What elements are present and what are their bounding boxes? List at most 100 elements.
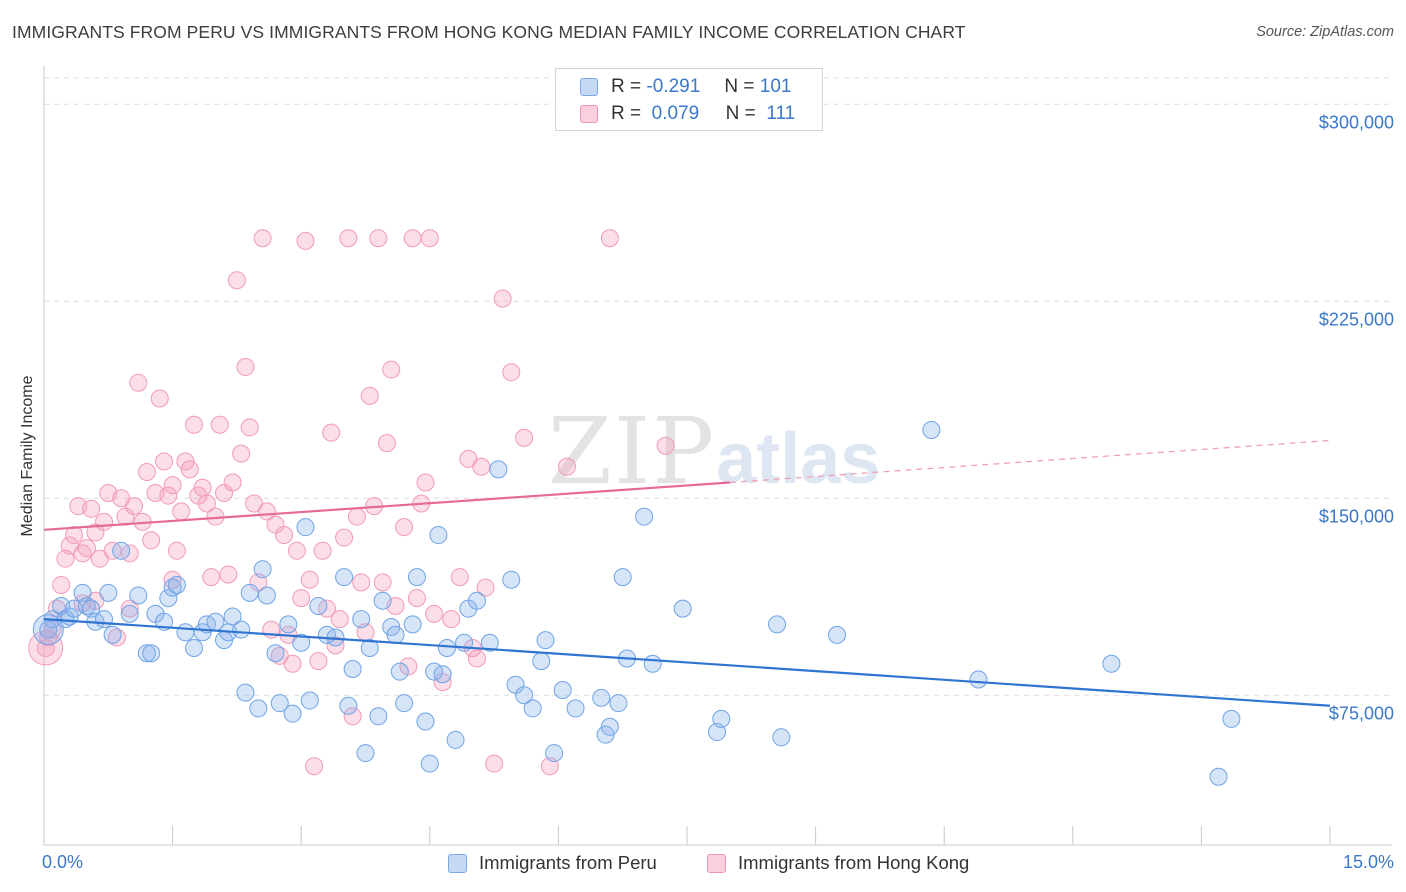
- point-hong-kong: [65, 526, 84, 545]
- point-hong-kong: [283, 654, 302, 673]
- point-hong-kong: [335, 528, 354, 547]
- point-peru: [673, 599, 692, 618]
- point-hong-kong: [163, 476, 182, 495]
- point-peru: [467, 591, 486, 610]
- point-hong-kong: [502, 363, 521, 382]
- point-hong-kong: [300, 570, 319, 589]
- legend-r-label: R =: [611, 76, 642, 97]
- point-peru: [283, 704, 302, 723]
- point-hong-kong: [476, 578, 495, 597]
- point-peru: [545, 744, 564, 763]
- point-hong-kong: [322, 423, 341, 442]
- point-hong-kong: [339, 229, 358, 248]
- axis-layer: [43, 66, 1392, 846]
- point-hong-kong: [467, 649, 486, 668]
- point-peru: [232, 620, 251, 639]
- point-peru: [142, 644, 161, 663]
- trend-line-hong-kong-extension: [729, 439, 1331, 484]
- point-peru: [369, 707, 388, 726]
- point-hong-kong: [142, 531, 161, 550]
- legend-n-value-hong-kong: 111: [766, 103, 796, 124]
- point-peru: [922, 420, 941, 439]
- point-hong-kong: [125, 497, 144, 516]
- point-peru: [223, 607, 242, 626]
- point-peru: [1102, 654, 1121, 673]
- point-peru: [712, 709, 731, 728]
- point-hong-kong: [150, 389, 169, 408]
- point-hong-kong: [159, 486, 178, 505]
- point-peru: [532, 652, 551, 671]
- point-hong-kong: [557, 457, 576, 476]
- point-hong-kong: [305, 757, 324, 776]
- point-peru: [292, 633, 311, 652]
- point-hong-kong: [450, 568, 469, 587]
- point-hong-kong: [210, 415, 229, 434]
- point-peru: [416, 712, 435, 731]
- point-hong-kong: [137, 463, 156, 482]
- point-hong-kong: [287, 541, 306, 560]
- point-peru: [99, 583, 118, 602]
- point-peru: [253, 560, 272, 579]
- point-peru: [635, 507, 654, 526]
- point-peru: [566, 699, 585, 718]
- point-hong-kong: [472, 457, 491, 476]
- y-tick-label: $75,000: [1328, 703, 1394, 724]
- point-peru: [403, 615, 422, 634]
- source-label: Source: ZipAtlas.com: [1256, 24, 1394, 40]
- point-peru: [390, 662, 409, 681]
- point-hong-kong: [227, 271, 246, 290]
- point-peru: [489, 460, 508, 479]
- point-hong-kong: [399, 657, 418, 676]
- y-tick-label: $300,000: [1318, 112, 1394, 133]
- point-hong-kong: [60, 536, 79, 555]
- point-peru: [129, 586, 148, 605]
- series-legend-swatch-hong-kong: [707, 853, 726, 873]
- series-legend-hong-kong[interactable]: Immigrants from Hong Kong: [707, 852, 969, 874]
- x-tick-max: 15.0%: [1342, 852, 1394, 872]
- point-hong-kong: [343, 707, 362, 726]
- point-hong-kong: [120, 599, 139, 618]
- point-peru: [39, 620, 58, 639]
- point-peru: [120, 604, 139, 623]
- point-hong-kong: [43, 620, 62, 639]
- point-hong-kong: [377, 434, 396, 453]
- point-hong-kong: [313, 541, 332, 560]
- point-peru: [386, 625, 405, 644]
- point-peru: [159, 589, 178, 608]
- point-peru: [339, 696, 358, 715]
- point-peru: [553, 681, 572, 700]
- point-peru: [828, 625, 847, 644]
- legend-n-label: N =: [724, 76, 755, 97]
- legend-n-value-peru: 101: [759, 76, 792, 97]
- point-hong-kong: [82, 499, 101, 518]
- point-peru: [1222, 709, 1241, 728]
- legend-swatch-peru: [580, 78, 598, 96]
- trend-layer: [43, 439, 1331, 707]
- point-hong-kong: [202, 568, 221, 587]
- point-peru: [266, 644, 285, 663]
- point-hong-kong: [193, 478, 212, 497]
- point-peru: [502, 570, 521, 589]
- series-legend-swatch-peru: [448, 853, 467, 873]
- point-hong-kong: [493, 289, 512, 308]
- point-peru: [360, 638, 379, 657]
- point-hong-kong: [95, 512, 114, 531]
- point-peru: [536, 631, 555, 650]
- point-peru: [1209, 767, 1228, 786]
- series-legend-label-hong-kong: Immigrants from Hong Kong: [738, 852, 970, 873]
- point-hong-kong: [155, 452, 174, 471]
- point-peru: [446, 730, 465, 749]
- point-hong-kong: [515, 428, 534, 447]
- x-tick-min: 0.0%: [42, 852, 84, 872]
- point-hong-kong: [172, 502, 191, 521]
- point-peru: [480, 633, 499, 652]
- point-hong-kong: [360, 386, 379, 405]
- series-legend-peru[interactable]: Immigrants from Peru: [448, 852, 657, 874]
- point-peru: [236, 683, 255, 702]
- point-hong-kong: [296, 231, 315, 250]
- point-hong-kong: [382, 360, 401, 379]
- trend-line-peru: [43, 618, 1331, 707]
- point-peru: [768, 615, 787, 634]
- point-peru: [103, 625, 122, 644]
